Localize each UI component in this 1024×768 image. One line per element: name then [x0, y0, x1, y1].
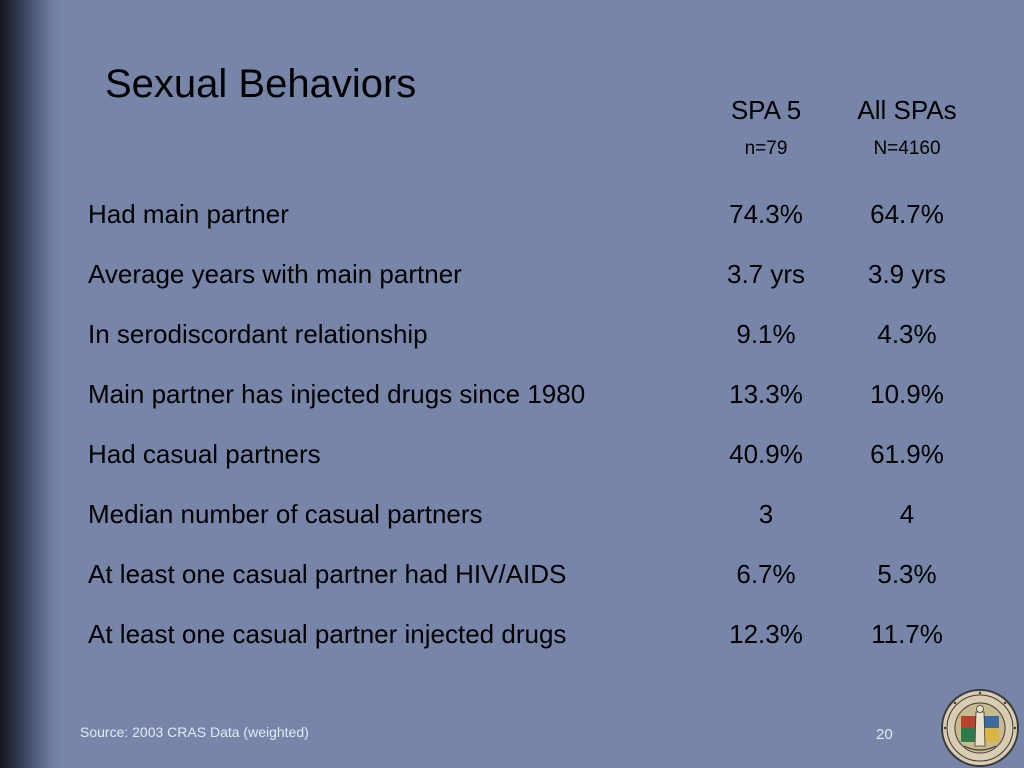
column-header-all-spas: All SPAs N=4160	[837, 95, 977, 161]
all-spas-value: 5.3%	[877, 559, 937, 589]
row-label: Average years with main partner	[88, 259, 462, 289]
spa5-value: 74.3%	[729, 199, 803, 229]
row-label: At least one casual partner injected dru…	[88, 619, 567, 649]
table-row: At least one casual partner had HIV/AIDS…	[88, 552, 988, 612]
county-seal-icon	[941, 689, 1019, 767]
table-row: In serodiscordant relationship 9.1% 4.3%	[88, 312, 988, 372]
table-row: Median number of casual partners 3 4	[88, 492, 988, 552]
table-row: Had casual partners 40.9% 61.9%	[88, 432, 988, 492]
all-spas-value: 4	[899, 499, 915, 529]
column-header-spa5-n: n=79	[744, 138, 788, 159]
spa5-value: 9.1%	[736, 319, 796, 349]
column-header-spa5-name: SPA 5	[730, 95, 802, 125]
all-spas-value: 10.9%	[870, 379, 944, 409]
row-label: Main partner has injected drugs since 19…	[88, 379, 586, 409]
spa5-value: 6.7%	[736, 559, 796, 589]
all-spas-value: 61.9%	[870, 439, 944, 469]
spa5-value: 13.3%	[729, 379, 803, 409]
all-spas-value: 4.3%	[877, 319, 937, 349]
page-number: 20	[876, 726, 893, 743]
column-header-all-spas-n: N=4160	[873, 138, 941, 159]
all-spas-value: 3.9 yrs	[867, 259, 947, 289]
table-row: Had main partner 74.3% 64.7%	[88, 192, 988, 252]
spa5-value: 3	[758, 499, 774, 529]
spa5-value: 3.7 yrs	[726, 259, 806, 289]
spa5-value: 12.3%	[729, 619, 803, 649]
column-header-spa5: SPA 5 n=79	[696, 95, 836, 161]
table-row: At least one casual partner injected dru…	[88, 612, 988, 672]
slide-title: Sexual Behaviors	[105, 62, 417, 106]
all-spas-value: 64.7%	[870, 199, 944, 229]
behaviors-table: Had main partner 74.3% 64.7% Average yea…	[88, 192, 988, 672]
row-label: Median number of casual partners	[88, 499, 483, 529]
all-spas-value: 11.7%	[871, 619, 943, 649]
table-row: Main partner has injected drugs since 19…	[88, 372, 988, 432]
table-row: Average years with main partner 3.7 yrs …	[88, 252, 988, 312]
row-label: Had main partner	[88, 199, 289, 229]
spa5-value: 40.9%	[729, 439, 803, 469]
source-note: Source: 2003 CRAS Data (weighted)	[80, 724, 309, 740]
row-label: In serodiscordant relationship	[88, 319, 428, 349]
left-shadow-band	[0, 0, 60, 768]
row-label: Had casual partners	[88, 439, 321, 469]
row-label: At least one casual partner had HIV/AIDS	[88, 559, 567, 589]
column-header-all-spas-name: All SPAs	[857, 95, 957, 125]
